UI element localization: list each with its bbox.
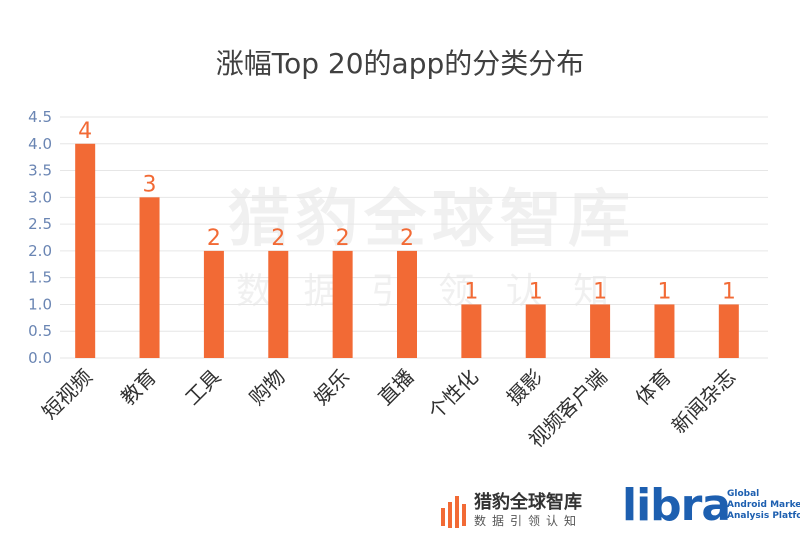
category-label: 工具 [180,365,225,410]
libra-tag-line: Analysis Platform [727,511,800,521]
category-label: 体育 [631,365,676,410]
bar [203,250,224,358]
y-tick-label: 2.0 [28,242,52,260]
watermark-title: 猎豹全球智库 [228,182,637,255]
category-label: 新闻杂志 [667,365,741,439]
libra-tag-line: Android Market [727,500,800,510]
bar [654,304,675,358]
data-label: 2 [336,226,350,251]
bar [268,250,289,358]
y-tick-label: 1.0 [28,295,52,313]
bar [590,304,611,358]
libra-logo: libra [622,480,731,531]
data-label: 1 [657,279,671,304]
libra-tagline: Global Android Market Analysis Platform [727,489,800,522]
footer-brand-cheetah: 猎豹全球智库 数据引领认知 [440,488,610,532]
y-tick-label: 3.0 [28,188,52,206]
bar [139,197,160,358]
bars [75,143,739,358]
data-label: 1 [593,279,607,304]
y-tick-label: 1.5 [28,269,52,287]
data-labels: 4 3 2 2 2 2 1 1 1 1 1 [78,119,736,305]
y-tick-label: 2.5 [28,215,52,233]
brand1-subtitle: 数据引领认知 [474,514,583,528]
footer-brand-libra: libra Global Android Market Analysis Pla… [622,480,800,534]
category-label: 短视频 [37,365,96,424]
data-label: 2 [207,226,221,251]
libra-tag-line: Global [727,489,760,499]
cheetah-logo-icon [441,496,466,528]
y-tick-label: 0.5 [28,322,52,340]
category-label: 个性化 [424,365,483,424]
chart-title: 涨幅Top 20的app的分类分布 [215,47,585,80]
data-label: 4 [78,119,92,144]
bar [718,304,739,358]
bar [397,250,417,358]
y-tick-label: 0.0 [28,349,52,367]
y-tick-label: 3.5 [28,162,52,180]
bar [525,304,546,358]
bar [332,250,353,358]
category-label: 摄影 [502,365,547,410]
data-label: 2 [400,226,414,251]
category-label: 教育 [116,365,161,410]
y-tick-label: 4.0 [28,135,52,153]
category-label: 购物 [245,365,290,410]
category-label: 直播 [373,365,418,410]
data-label: 1 [464,279,478,304]
y-axis-ticks: 0.0 0.5 1.0 1.5 2.0 2.5 3.0 3.5 4.0 4.5 [28,108,52,367]
bar [75,143,96,358]
y-tick-label: 4.5 [28,108,52,126]
category-label: 娱乐 [309,365,354,410]
data-label: 1 [529,279,543,304]
data-label: 1 [722,279,736,304]
data-label: 3 [143,172,157,197]
brand1-name: 猎豹全球智库 [474,492,582,513]
bar [461,304,482,358]
data-label: 2 [271,226,285,251]
